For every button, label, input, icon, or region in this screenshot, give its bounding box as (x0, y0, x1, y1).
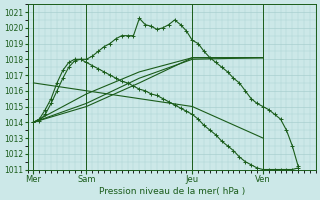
X-axis label: Pression niveau de la mer( hPa ): Pression niveau de la mer( hPa ) (99, 187, 245, 196)
